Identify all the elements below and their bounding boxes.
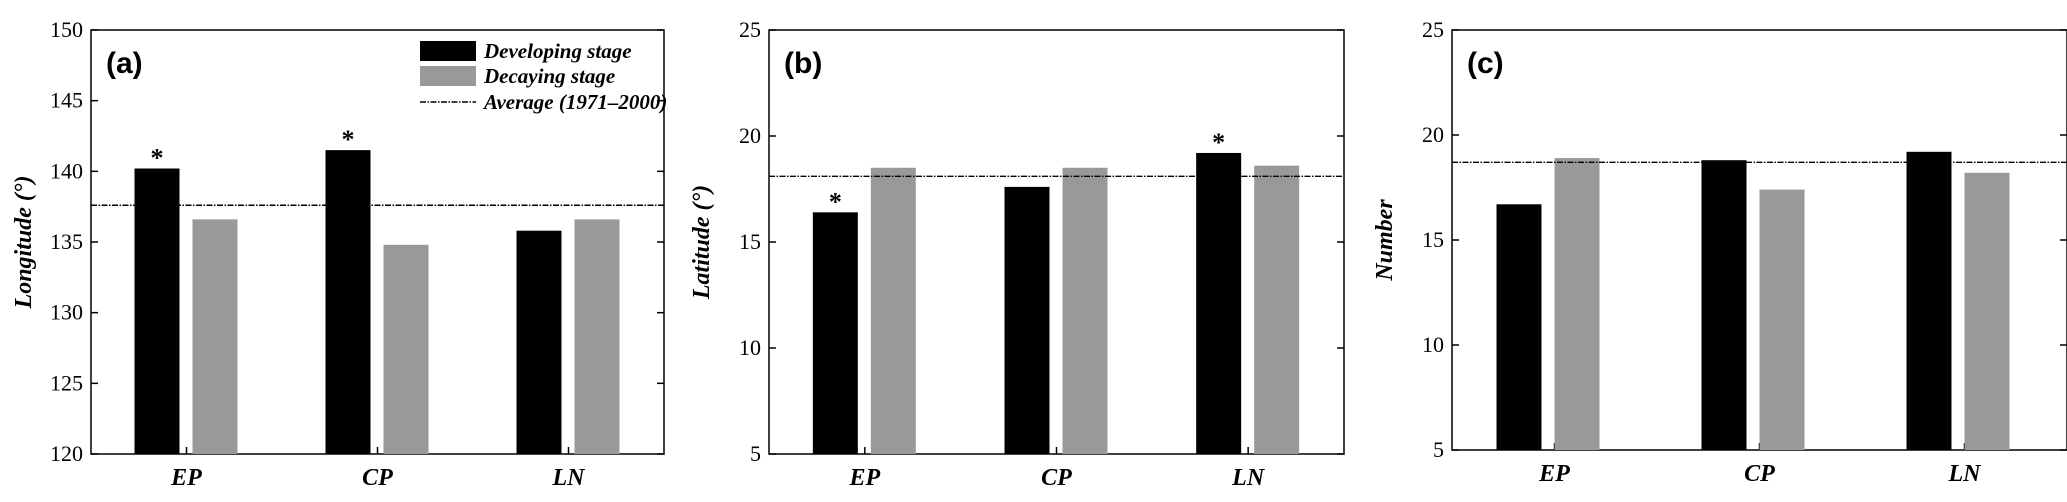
y-axis-label: Longitude (°) — [11, 176, 37, 310]
bar-decaying-ep — [870, 167, 916, 455]
legend-label-decaying: Decaying stage — [483, 64, 615, 88]
bar-developing-ep — [134, 168, 180, 455]
bar-decaying-ln — [574, 219, 620, 454]
panel-label: (c) — [1467, 47, 1504, 80]
significance-star: * — [829, 187, 842, 216]
significance-star: * — [1212, 128, 1225, 157]
x-category-label: EP — [170, 465, 202, 491]
bar-decaying-cp — [383, 244, 429, 454]
y-tick-label: 120 — [50, 441, 83, 466]
y-tick-label: 10 — [1422, 332, 1444, 357]
x-category-label: LN — [1231, 465, 1266, 491]
bar-developing-ep — [812, 212, 858, 454]
significance-star: * — [342, 125, 355, 154]
y-tick-label: 5 — [1433, 437, 1444, 462]
y-tick-label: 135 — [50, 229, 83, 254]
bar-decaying-ln — [1254, 165, 1300, 454]
bar-developing-cp — [1701, 160, 1747, 450]
y-tick-label: 5 — [750, 441, 761, 466]
y-tick-label: 140 — [50, 158, 83, 183]
y-tick-label: 20 — [1422, 122, 1444, 147]
bar-decaying-ln — [1964, 172, 2010, 451]
x-category-label: LN — [1948, 461, 1983, 487]
y-tick-label: 20 — [739, 123, 761, 148]
legend-label-developing: Developing stage — [483, 39, 632, 63]
panel-b-chart: 5 10 15 20 25 EP CP LN * * (b) Latitude (°) — [690, 17, 1345, 491]
panel-label: (a) — [106, 47, 143, 80]
y-tick-label: 125 — [50, 370, 83, 395]
x-category-label: EP — [848, 465, 880, 491]
y-tick-label: 15 — [739, 229, 761, 254]
bar-decaying-cp — [1759, 189, 1805, 450]
bar-developing-ln — [1196, 152, 1242, 454]
y-tick-label: 150 — [50, 17, 83, 42]
bar-developing-cp — [325, 150, 371, 454]
y-tick-label: 25 — [739, 17, 761, 42]
y-axis-label: Number — [1375, 199, 1398, 282]
bar-developing-cp — [1004, 186, 1050, 454]
y-tick-label: 145 — [50, 88, 83, 113]
significance-star: * — [151, 144, 164, 173]
panel-label: (b) — [784, 47, 822, 80]
y-tick-label: 10 — [739, 335, 761, 360]
panel-a-chart: 120 125 130 135 140 145 150 EP CP LN * * (a) Longitud… — [11, 17, 667, 491]
bar-developing-ln — [1906, 151, 1952, 451]
y-tick-label: 15 — [1422, 227, 1444, 252]
legend-swatch-developing — [420, 41, 476, 61]
panel-c-chart: 5 10 15 20 25 EP CP LN (c) Number — [1375, 17, 2067, 487]
legend-label-average: Average (1971–2000) — [482, 90, 667, 114]
y-tick-label: 130 — [50, 300, 83, 325]
x-category-label: LN — [552, 465, 587, 491]
x-category-label: CP — [1041, 465, 1072, 491]
bar-decaying-cp — [1062, 167, 1108, 455]
x-category-label: EP — [1538, 461, 1570, 487]
legend-swatch-decaying — [420, 66, 476, 86]
bar-decaying-ep — [192, 219, 238, 454]
y-tick-label: 25 — [1422, 17, 1444, 42]
y-axis-label: Latitude (°) — [690, 185, 715, 300]
bar-developing-ln — [516, 230, 562, 454]
bar-decaying-ep — [1554, 158, 1600, 450]
x-category-label: CP — [362, 465, 393, 491]
x-category-label: CP — [1744, 461, 1775, 487]
bar-developing-ep — [1496, 204, 1542, 450]
